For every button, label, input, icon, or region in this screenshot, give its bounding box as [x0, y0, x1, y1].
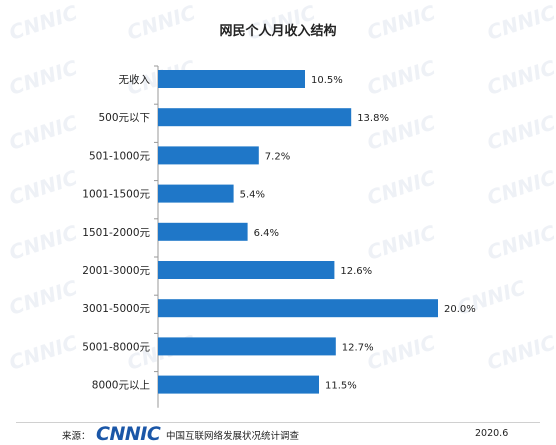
- value-label: 11.5%: [325, 381, 357, 392]
- category-label: 1501-2000元: [82, 227, 150, 239]
- footer-date: 2020.6: [475, 428, 509, 439]
- footer-source-label: 来源：: [62, 431, 91, 442]
- category-label: 8000元以上: [92, 380, 150, 392]
- value-label: 6.4%: [254, 228, 279, 239]
- bar: [158, 337, 336, 356]
- bar: [158, 184, 234, 203]
- value-label: 12.7%: [342, 342, 374, 353]
- category-label: 5001-8000元: [82, 341, 150, 353]
- value-label: 7.2%: [265, 151, 290, 162]
- cnnic-logo: CNNIC: [96, 423, 161, 445]
- value-label: 12.6%: [340, 266, 372, 277]
- bar: [158, 261, 335, 279]
- value-label: 10.5%: [311, 75, 343, 86]
- bar: [158, 146, 259, 165]
- value-label: 20.0%: [444, 304, 476, 315]
- value-label: 5.4%: [240, 190, 265, 201]
- value-label: 13.8%: [357, 113, 389, 124]
- category-label: 2001-3000元: [82, 265, 150, 277]
- bar: [158, 108, 352, 127]
- category-label: 无收入: [119, 73, 151, 86]
- chart-title: 网民个人月收入结构: [219, 24, 337, 39]
- category-label: 500元以下: [98, 112, 150, 124]
- footer-org-name: 中国互联网络发展状况统计调查: [166, 431, 300, 442]
- bar: [158, 222, 248, 241]
- bar: [158, 70, 305, 88]
- category-label: 1001-1500元: [82, 189, 150, 201]
- bar: [158, 375, 319, 394]
- bar: [158, 299, 438, 318]
- category-label: 501-1000元: [89, 150, 151, 162]
- category-label: 3001-5000元: [82, 303, 150, 315]
- footer-divider: [16, 422, 540, 423]
